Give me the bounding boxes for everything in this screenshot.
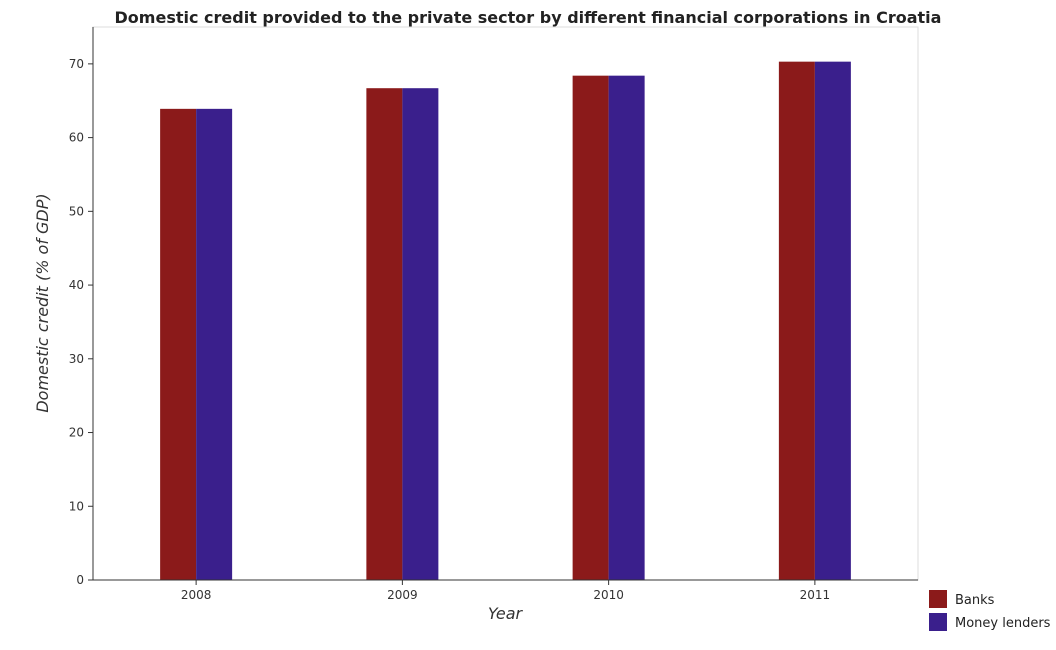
legend: Banks Money lenders (929, 590, 1051, 631)
legend-label: Banks (955, 593, 995, 608)
y-tick-label: 30 (69, 352, 84, 366)
bar-money-lenders-2011 (814, 61, 851, 581)
x-tick-label: 2008 (181, 588, 212, 602)
y-tick-label: 10 (69, 499, 84, 513)
y-tick-label: 40 (69, 278, 84, 292)
legend-swatch (929, 590, 947, 608)
bar-money-lenders-2009 (402, 88, 439, 580)
x-tick-label: 2010 (593, 588, 624, 602)
axes-group (92, 27, 918, 581)
bar-banks-2011 (778, 61, 815, 581)
y-tick-label: 20 (69, 426, 84, 440)
bar-banks-2009 (366, 88, 403, 580)
legend-swatch (929, 613, 947, 631)
y-tick-label: 50 (69, 204, 84, 218)
y-tick-label: 70 (69, 57, 84, 71)
bar-money-lenders-2008 (196, 108, 233, 581)
y-tick-label: 60 (69, 131, 84, 145)
bars-group (160, 61, 851, 581)
chart-title: Domestic credit provided to the private … (114, 8, 942, 27)
bar-banks-2010 (572, 75, 609, 580)
y-ticks-group: 0 10 20 30 40 50 60 70 (69, 57, 93, 587)
bar-money-lenders-2010 (608, 75, 645, 580)
x-tick-label: 2009 (387, 588, 418, 602)
legend-label: Money lenders (955, 616, 1051, 631)
x-axis-title: Year (488, 604, 524, 623)
x-tick-label: 2011 (800, 588, 831, 602)
y-axis-title: Domestic credit (% of GDP) (33, 193, 52, 412)
y-tick-label: 0 (76, 573, 84, 587)
x-ticks-group: 2008 2009 2010 2011 (181, 580, 830, 602)
bar-banks-2008 (160, 108, 197, 581)
